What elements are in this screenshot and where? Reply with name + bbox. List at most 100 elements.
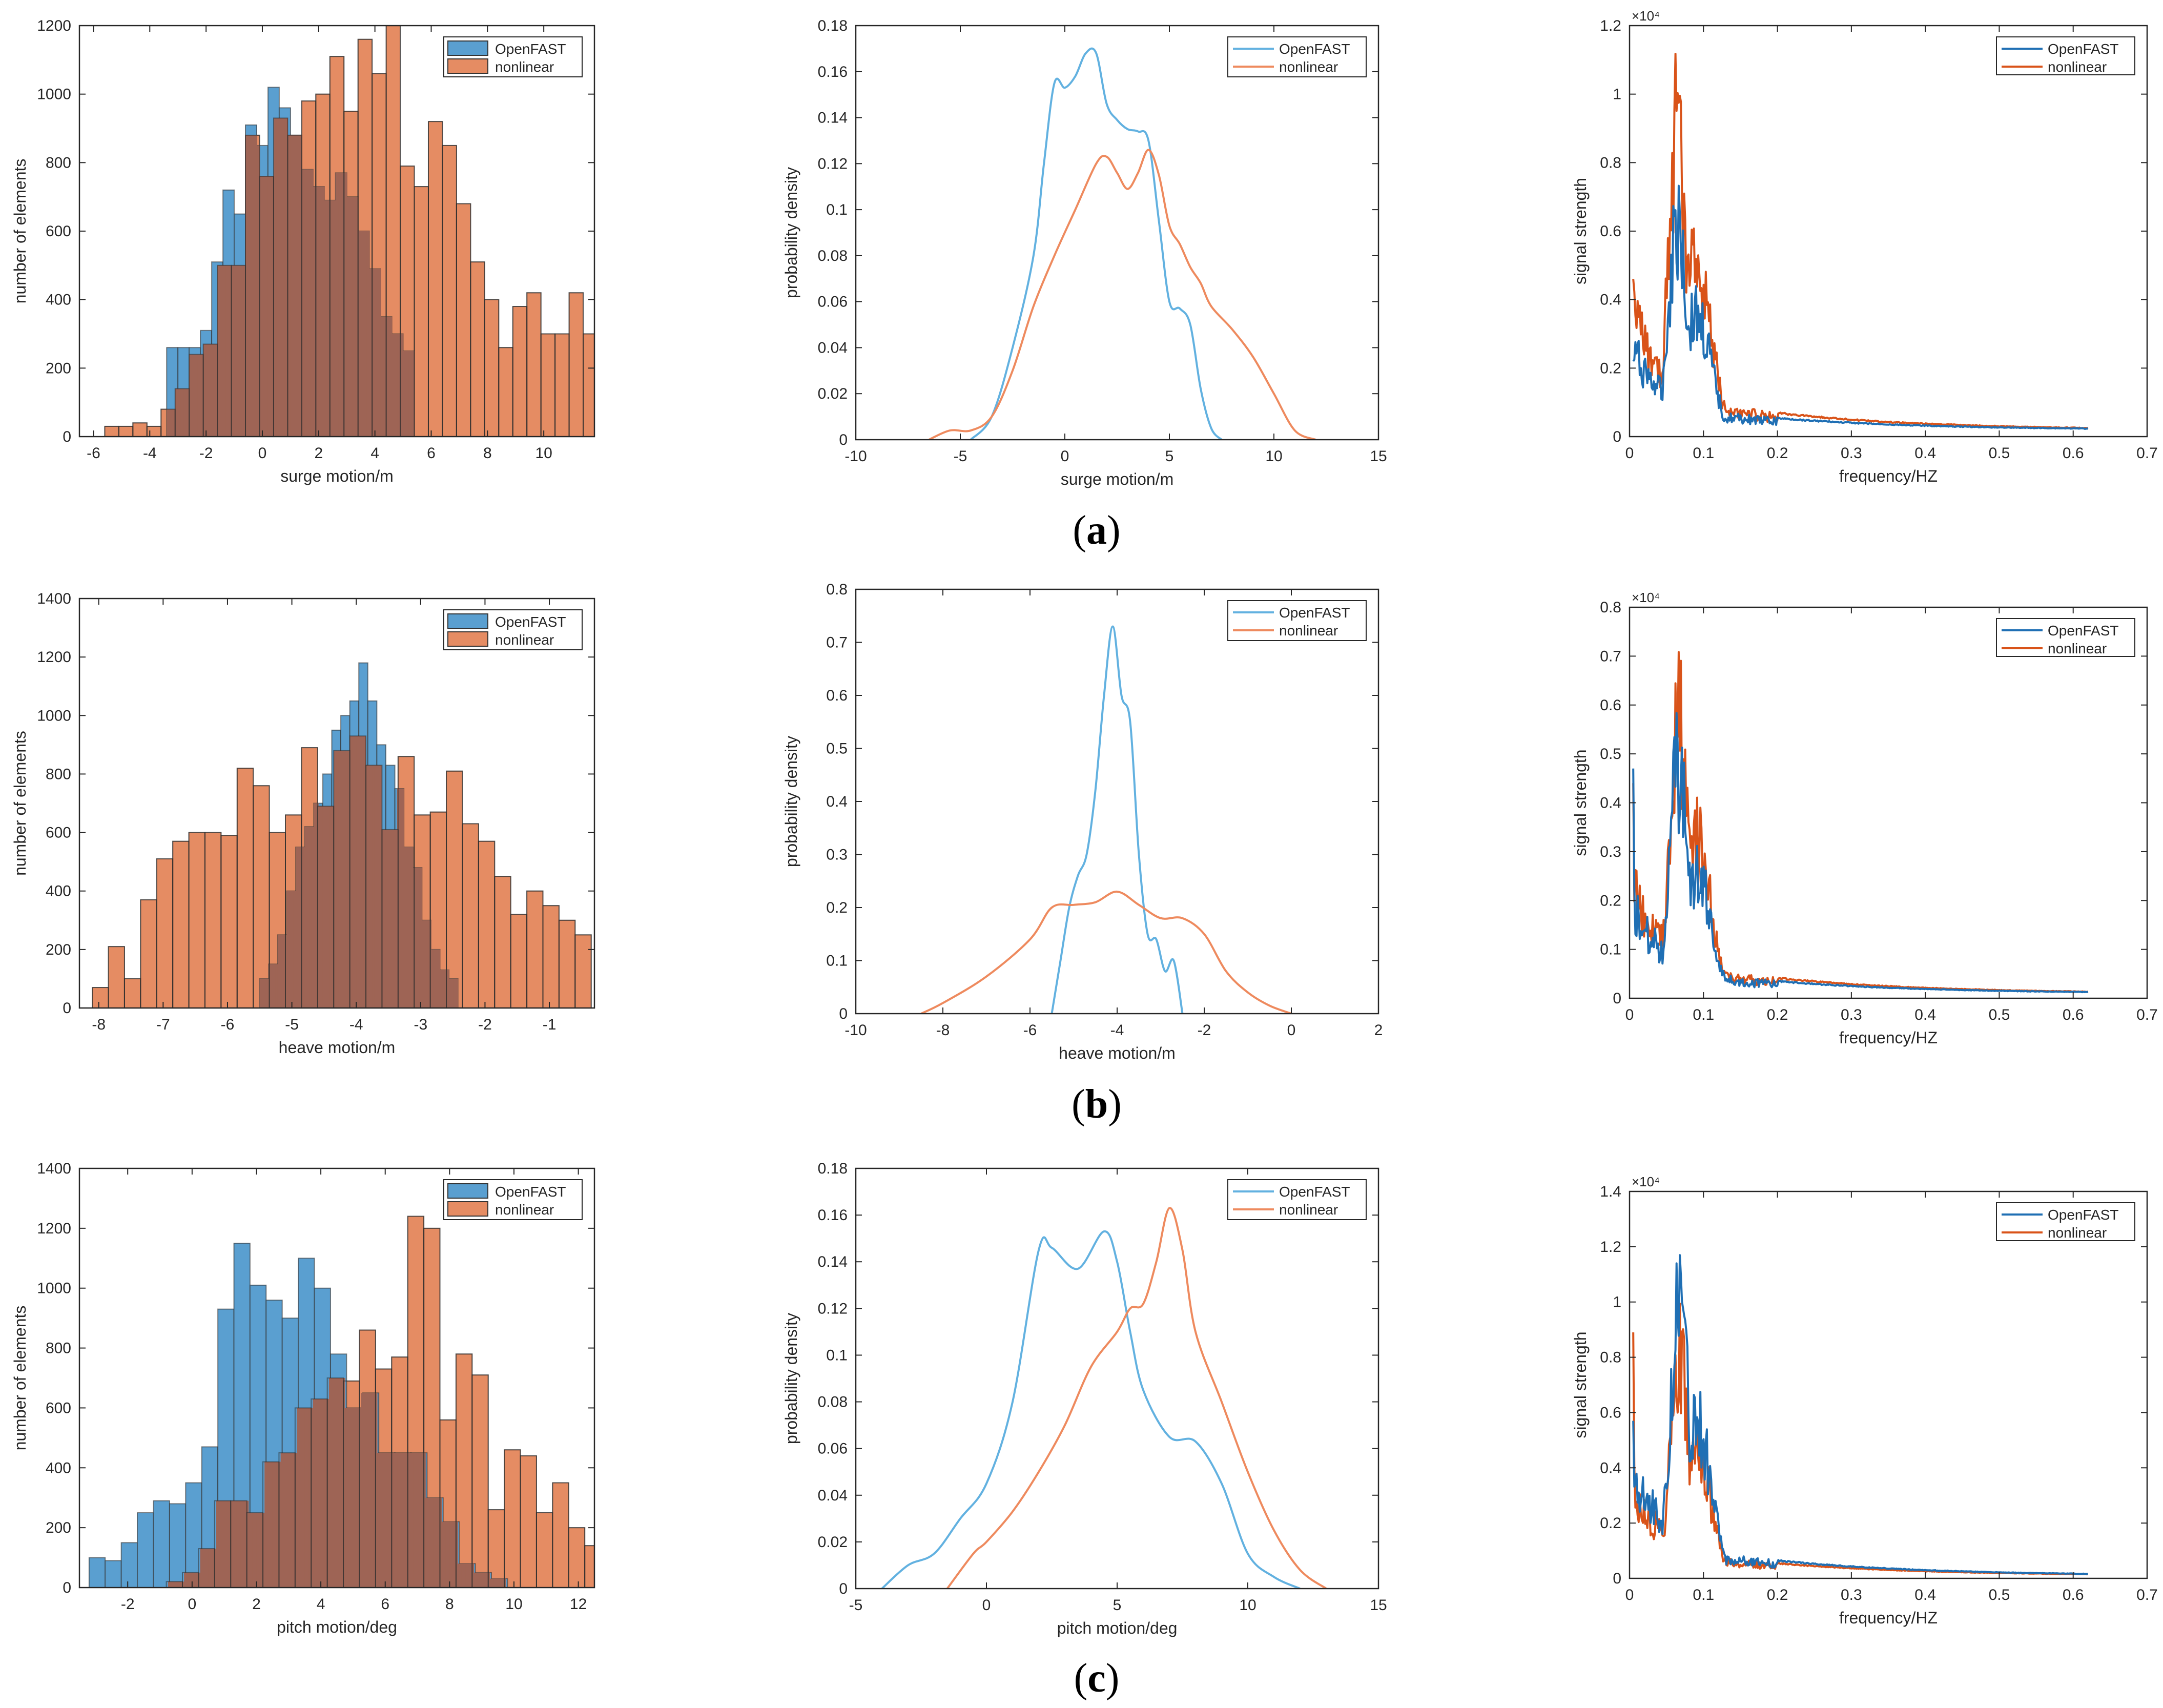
bar-nonlinear — [558, 919, 576, 1008]
legend: OpenFAST nonlinear — [1227, 36, 1367, 77]
x-tick-label: 0.6 — [2063, 1006, 2084, 1023]
bar-overlap — [220, 1500, 225, 1588]
y-tick-label: 400 — [46, 883, 71, 900]
legend: OpenFAST nonlinear — [1996, 1202, 2135, 1241]
legend-box — [1227, 600, 1367, 641]
y-tick-label: 200 — [46, 360, 71, 377]
x-tick-label: 8 — [445, 1596, 454, 1613]
y-tick-label: 0.4 — [826, 793, 848, 810]
legend-label: OpenFAST — [2048, 623, 2119, 639]
bar-overlap — [413, 1453, 418, 1588]
bar-overlap — [284, 1453, 289, 1588]
bar-overlap — [310, 169, 314, 437]
bar-overlap — [212, 344, 215, 437]
bar-overlap — [316, 187, 319, 437]
y-tick-label: 0 — [63, 1000, 71, 1017]
bar-overlap — [403, 351, 406, 437]
y-tick-label: 0.06 — [818, 294, 848, 311]
bar-overlap — [444, 970, 447, 1008]
bar-overlap — [200, 1549, 204, 1588]
bar-overlap — [356, 736, 359, 1008]
bar-overlap — [329, 806, 333, 1008]
bar-overlap — [277, 935, 280, 1008]
bar-overlap — [267, 176, 272, 437]
pdf-line-nonlinear — [920, 890, 1292, 1014]
x-tick-label: 8 — [483, 445, 492, 462]
bar-overlap — [461, 1563, 466, 1588]
bar-overlap — [259, 176, 263, 437]
y-tick-label: 0.6 — [1600, 223, 1621, 240]
bar-overlap — [298, 847, 301, 1008]
bar-overlap — [345, 1408, 349, 1588]
y-tick-label: 0.4 — [1600, 292, 1621, 308]
bar-overlap — [377, 1453, 382, 1588]
bar-overlap — [393, 1453, 398, 1588]
bar-overlap — [224, 1500, 229, 1588]
y-tick-label: 0.16 — [818, 1207, 848, 1224]
bar-overlap — [358, 231, 361, 437]
bar-openfast — [137, 1512, 154, 1588]
bar-overlap — [347, 750, 351, 1008]
chart-2-2: -10 -8 -6 -4 -2 0 2 0 0.1 0.2 0.3 0.4 0.5 0.6 0.7 0.8 he… — [782, 581, 1383, 1062]
y-tick-label: 0.1 — [826, 1347, 848, 1364]
y-axis-label: probability density — [782, 167, 800, 298]
x-tick-label: 0.6 — [2063, 1587, 2084, 1603]
bar-overlap — [425, 1497, 430, 1588]
bar-overlap — [276, 118, 280, 437]
legend: OpenFAST nonlinear — [443, 609, 583, 650]
x-tick-label: -3 — [414, 1016, 427, 1033]
y-tick-label: 1400 — [37, 1160, 71, 1177]
bar-overlap — [365, 1393, 369, 1588]
bar-overlap — [354, 736, 357, 1008]
bar-nonlinear — [484, 299, 500, 437]
legend-label: nonlinear — [1279, 59, 1338, 75]
bar-overlap — [493, 1578, 499, 1588]
y-tick-label: 0.7 — [1600, 648, 1621, 665]
y-tick-label: 0 — [1613, 428, 1621, 445]
bar-overlap — [265, 176, 269, 437]
bar-overlap — [353, 1408, 358, 1588]
exponent-label: ×10⁴ — [1632, 590, 1660, 605]
y-tick-label: 0.6 — [1600, 697, 1621, 714]
x-tick-label: -2 — [121, 1596, 135, 1613]
y-tick-label: 0.18 — [818, 17, 848, 34]
bar-overlap — [186, 388, 190, 437]
bar-overlap — [296, 847, 299, 1008]
bar-overlap — [445, 1521, 450, 1588]
bar-overlap — [335, 173, 339, 437]
bar-overlap — [397, 1453, 402, 1588]
bar-overlap — [275, 964, 278, 1008]
bar-nonlinear — [640, 406, 653, 437]
bar-overlap — [361, 736, 364, 1008]
bar-overlap — [424, 920, 427, 1008]
x-axis-label: heave motion/m — [1059, 1044, 1176, 1062]
bar-overlap — [341, 750, 344, 1008]
x-tick-label: -4 — [1110, 1022, 1124, 1039]
y-tick-label: 0.2 — [1600, 892, 1621, 909]
x-tick-label: -8 — [92, 1016, 106, 1033]
legend-label: nonlinear — [2048, 1225, 2107, 1241]
bar-overlap — [408, 351, 412, 437]
bar-nonlinear — [526, 292, 542, 437]
x-tick-label: 0 — [1625, 1006, 1634, 1023]
legend-label: OpenFAST — [1279, 1184, 1350, 1200]
y-tick-label: 0.5 — [1600, 746, 1621, 763]
bar-openfast — [169, 1503, 187, 1588]
x-tick-label: 0.4 — [1914, 1587, 1936, 1603]
bar-overlap — [395, 829, 398, 1008]
bar-overlap — [291, 891, 294, 1008]
y-axis-label: signal strength — [1571, 749, 1590, 856]
bar-nonlinear — [132, 422, 148, 437]
bar-nonlinear — [526, 890, 544, 1008]
y-tick-label: 1000 — [37, 86, 71, 103]
bar-overlap — [262, 978, 265, 1008]
y-tick-label: 1200 — [37, 17, 71, 34]
y-tick-label: 1000 — [37, 1280, 71, 1297]
bar-overlap — [248, 135, 252, 437]
bar-overlap — [399, 788, 402, 1008]
bar-overlap — [234, 265, 238, 437]
bar-overlap — [334, 750, 337, 1008]
bar-nonlinear — [510, 914, 528, 1008]
bar-overlap — [168, 1581, 173, 1588]
